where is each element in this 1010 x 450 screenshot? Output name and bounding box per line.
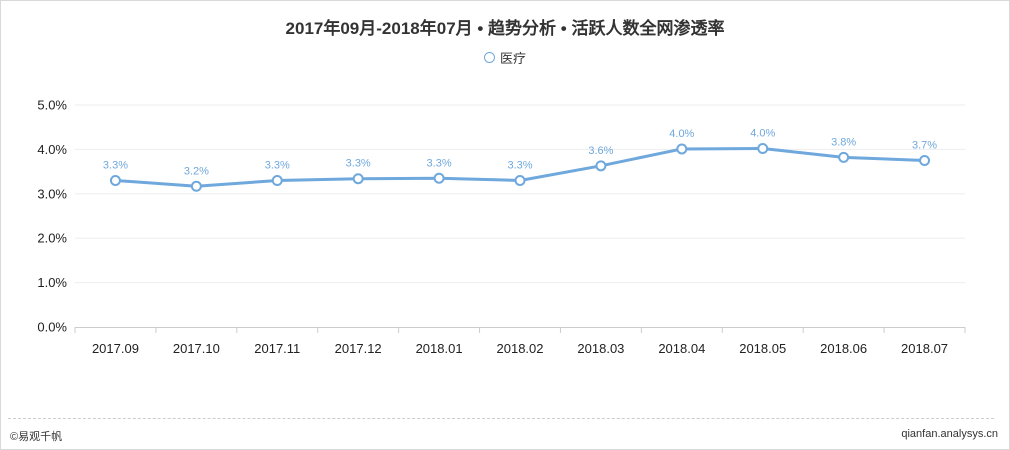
y-tick-label: 1.0% <box>37 275 67 290</box>
data-point <box>271 174 283 186</box>
data-label: 3.3% <box>103 159 128 171</box>
data-label: 3.3% <box>507 159 532 171</box>
data-point <box>190 180 202 192</box>
data-label: 3.7% <box>912 140 937 152</box>
legend-marker-icon <box>483 52 495 63</box>
data-label: 3.3% <box>427 157 452 169</box>
y-tick-label: 3.0% <box>37 186 67 201</box>
x-tick-label: 2017.09 <box>92 341 139 356</box>
x-tick-label: 2017.11 <box>254 341 300 356</box>
data-point <box>757 143 769 155</box>
x-tick-label: 2018.02 <box>497 341 544 356</box>
data-point <box>838 151 850 163</box>
data-label: 3.8% <box>831 136 856 148</box>
data-point <box>109 174 121 186</box>
data-point <box>919 155 931 166</box>
x-tick-label: 2018.05 <box>739 341 786 356</box>
x-tick-label: 2018.06 <box>820 341 867 356</box>
x-tick-label: 2017.12 <box>335 341 382 356</box>
footer-site: qianfan.analysys.cn <box>901 428 998 440</box>
data-label: 4.0% <box>669 128 694 140</box>
x-tick-label: 2018.03 <box>577 341 624 356</box>
legend[interactable]: 医疗 <box>0 48 1010 67</box>
footer-copyright: ©易观千帆 <box>10 431 63 443</box>
x-tick-label: 2018.01 <box>416 341 463 356</box>
legend-label: 医疗 <box>499 51 526 66</box>
data-label: 3.6% <box>588 145 613 157</box>
y-tick-label: 5.0% <box>37 98 67 113</box>
data-point <box>433 172 445 184</box>
data-label: 4.0% <box>750 128 775 140</box>
data-label: 3.3% <box>346 158 371 170</box>
footer-divider <box>8 418 994 419</box>
x-tick-label: 2018.07 <box>901 341 948 356</box>
y-tick-label: 4.0% <box>37 142 67 157</box>
data-label: 3.3% <box>265 159 290 171</box>
y-tick-label: 0.0% <box>37 320 67 335</box>
y-tick-label: 2.0% <box>37 231 67 246</box>
data-point <box>352 173 364 185</box>
data-point <box>676 143 688 155</box>
data-label: 3.2% <box>184 165 209 177</box>
chart-title: 2017年09月-2018年07月 • 趋势分析 • 活跃人数全网渗透率 <box>285 19 725 38</box>
x-tick-label: 2018.04 <box>658 341 705 356</box>
line-chart: 0.0% 1.0% 2.0% 3.0% 4.0% 5.0% 2017.09 2017.10 20… <box>37 98 966 356</box>
x-tick-label: 2017.10 <box>173 341 220 356</box>
data-point <box>514 174 526 186</box>
data-point <box>595 160 607 172</box>
